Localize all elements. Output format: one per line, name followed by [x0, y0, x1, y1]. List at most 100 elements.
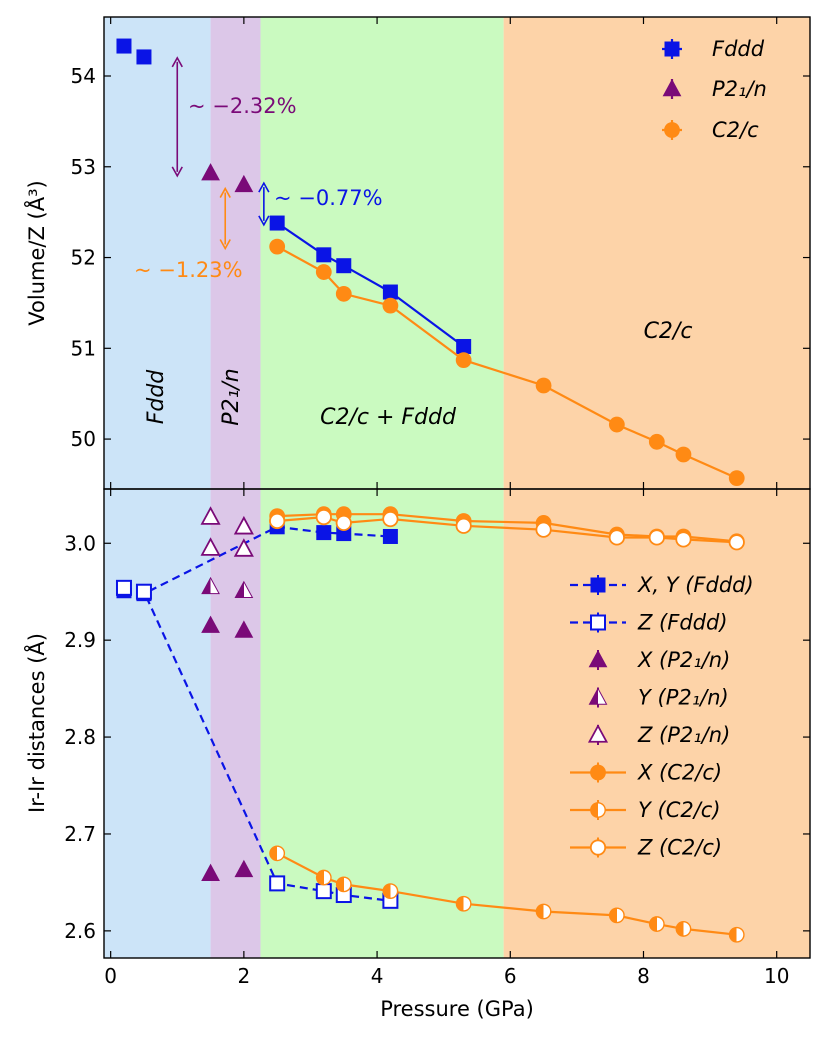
region-label-mixed: C2/c + Fddd [320, 405, 457, 430]
point-Y-C2c [608, 907, 625, 924]
legend-label-P21n: P2₁/n [712, 77, 767, 101]
legend-label-Z-C2c: Z (C2/c) [637, 836, 722, 860]
point-Z-C2c [382, 510, 399, 528]
y-tick-label: 51 [71, 336, 96, 360]
point-Y-C2c [315, 869, 332, 886]
series-line-Y-C2c [276, 852, 737, 936]
legend-marker-Z-C2c [589, 839, 607, 856]
point-Y-C2c [455, 895, 472, 912]
top-y-axis-label: Volume/Z (Å³) [23, 180, 49, 325]
legend-marker-Z-Fddd [590, 614, 606, 631]
point-Fddd [269, 215, 285, 231]
point-Z-Fddd [135, 583, 152, 600]
point-Y-C2c [382, 883, 399, 900]
point-Fddd [382, 284, 398, 300]
point-Y-C2c [648, 916, 665, 932]
point-C2c [535, 377, 552, 394]
legend-marker-X-P21n [588, 649, 608, 668]
series-line-C2c [276, 245, 738, 480]
point-Z-C2c [455, 517, 472, 534]
x-tick-label: 6 [504, 964, 517, 988]
legend-label-Z-Fddd: Z (Fddd) [637, 611, 728, 635]
legend-marker-Y-P21n [588, 687, 608, 705]
point-Z-P21n [200, 506, 221, 525]
point-Y-P21n [234, 580, 254, 598]
point-Y-C2c [728, 926, 745, 943]
point-Fddd [456, 338, 472, 354]
annotation-label: ~ −2.32% [188, 94, 297, 118]
legend-label-XY-Fddd: X, Y (Fddd) [637, 573, 754, 597]
bottom-y-axis-label: Ir-Ir distances (Å) [23, 633, 49, 813]
point-Z-C2c [728, 534, 745, 551]
point-C2c [455, 352, 472, 369]
legend-label-Y-C2c: Y (C2/c) [638, 798, 721, 822]
legend-label-Fddd: Fddd [712, 37, 765, 61]
point-Y-C2c [675, 921, 692, 937]
region-label-C2c: C2/c [644, 319, 693, 344]
arrow-fddd-p21n-head-top [171, 56, 183, 68]
point-C2c [382, 297, 399, 314]
x-tick-label: 0 [104, 964, 117, 988]
legend-marker-P21n [662, 78, 682, 97]
region-label-P21n: P2₁/n [219, 368, 244, 425]
x-tick-label: 2 [238, 964, 251, 988]
point-C2c [608, 416, 625, 433]
legend-label-Z-P21n: Z (P2₁/n) [637, 723, 730, 747]
x-tick-label: 10 [764, 964, 789, 988]
y-tick-label: 53 [71, 155, 96, 179]
point-XY-Fddd [316, 525, 332, 541]
legend-marker-C2c [664, 122, 680, 138]
legend-label-X-C2c: X (C2/c) [637, 761, 722, 785]
legend-label-X-P21n: X (P2₁/n) [637, 648, 730, 672]
point-Fddd [136, 49, 152, 65]
point-Y-P21n [201, 576, 220, 595]
point-Z-C2c [535, 521, 552, 538]
bottom-plot-frame [103, 488, 811, 959]
y-tick-label: 2.9 [64, 628, 96, 652]
legend-marker-Z-P21n [587, 724, 609, 743]
point-X-P21n [201, 863, 220, 881]
point-C2c [675, 446, 692, 463]
x-tick-label: 8 [637, 964, 650, 988]
point-X-P21n [234, 620, 254, 638]
arrow-fddd-c2c-head-bottom [258, 215, 270, 227]
arrow-fddd-c2c-head-top [258, 181, 270, 193]
point-Z-C2c [648, 529, 665, 546]
point-X-P21n [201, 615, 220, 633]
point-Z-Fddd [315, 883, 332, 900]
y-tick-label: 54 [71, 64, 96, 88]
point-Z-P21n [233, 538, 254, 557]
point-Fddd [316, 247, 332, 263]
legend-label-Y-P21n: Y (P2₁/n) [638, 686, 729, 710]
point-Y-C2c [535, 903, 552, 920]
point-XY-Fddd [382, 528, 398, 544]
region-C2c [503, 17, 810, 958]
point-Fddd [116, 38, 132, 54]
annotation-label: ~ −1.23% [134, 258, 243, 282]
point-C2c [315, 264, 332, 280]
y-tick-label: 2.7 [64, 822, 96, 846]
series-line-X-C2c [277, 513, 737, 543]
region-label-Fddd: Fddd [144, 369, 169, 425]
point-Z-C2c [269, 512, 286, 530]
point-Z-Fddd [269, 875, 286, 892]
region-P21n [210, 17, 261, 958]
y-tick-label: 50 [71, 427, 96, 451]
point-C2c [648, 433, 665, 450]
y-tick-label: 3.0 [64, 531, 96, 555]
arrow-p21n-c2c-head-bottom [219, 239, 231, 251]
point-Z-P21n [200, 537, 221, 556]
point-Y-C2c [335, 876, 352, 893]
point-X-P21n [234, 859, 254, 878]
legend-marker-Y-C2c [590, 802, 606, 818]
point-Z-C2c [315, 509, 332, 526]
point-Z-Fddd [115, 579, 132, 596]
arrow-p21n-c2c-head-top [219, 186, 231, 198]
legend-label-C2c: C2/c [712, 118, 759, 142]
point-Fddd [336, 258, 352, 274]
arrow-fddd-p21n-head-bottom [171, 166, 183, 178]
point-Z-C2c [608, 529, 625, 546]
legend-marker-Fddd [664, 41, 680, 57]
point-C2c [269, 238, 286, 255]
